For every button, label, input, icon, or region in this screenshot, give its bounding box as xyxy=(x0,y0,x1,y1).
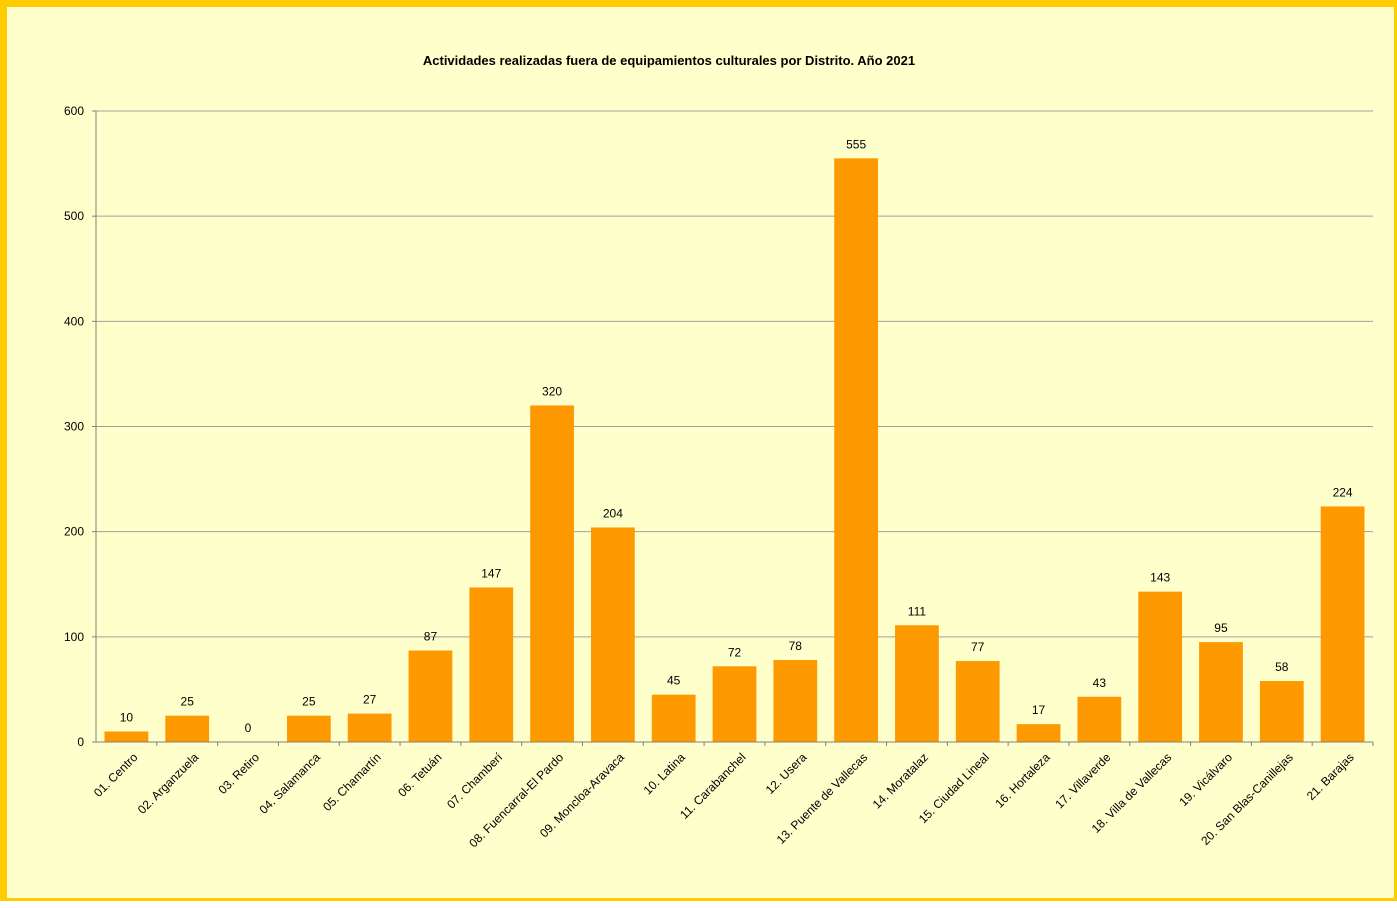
x-tick-label: 07. Chamberí xyxy=(444,750,506,812)
x-tick-label: 17. Villaverde xyxy=(1052,750,1113,811)
data-label: 72 xyxy=(728,645,742,659)
data-label: 224 xyxy=(1333,485,1353,499)
data-label: 58 xyxy=(1275,660,1289,674)
data-labels: 10 25 0 25 27 87 147 320 204 45 72 78 555 111 77 17 43 14… xyxy=(120,137,1353,735)
bar xyxy=(530,405,574,742)
data-label: 111 xyxy=(908,604,927,618)
bar xyxy=(773,659,818,742)
data-label: 0 xyxy=(245,721,252,735)
x-tick-label: 16. Hortaleza xyxy=(992,750,1053,811)
bar xyxy=(712,666,757,742)
x-tick-label: 04. Salamanca xyxy=(256,750,323,817)
bar xyxy=(1259,681,1304,742)
bar xyxy=(1199,642,1243,742)
bar xyxy=(104,731,149,742)
bar xyxy=(1320,506,1365,742)
x-tick-label: 01. Centro xyxy=(91,750,141,800)
x-tick-label: 03. Retiro xyxy=(215,750,262,797)
bar xyxy=(286,715,331,742)
data-label: 43 xyxy=(1093,676,1107,690)
data-label: 555 xyxy=(846,137,866,151)
data-label: 87 xyxy=(424,630,438,644)
bar xyxy=(834,158,879,742)
data-label: 45 xyxy=(667,674,681,688)
gridlines xyxy=(96,110,1373,638)
bar xyxy=(469,587,514,742)
y-tick-label: 100 xyxy=(64,630,84,644)
bar xyxy=(1077,696,1122,742)
data-label: 78 xyxy=(789,639,803,653)
y-tick-label: 400 xyxy=(64,314,84,328)
bar-chart: Actividades realizadas fuera de equipami… xyxy=(64,53,1374,850)
x-tick-label: 12. Usera xyxy=(763,750,810,797)
data-label: 27 xyxy=(363,693,377,707)
bar xyxy=(408,650,453,742)
x-tick-label: 14. Moratalaz xyxy=(870,750,931,811)
data-label: 10 xyxy=(120,710,134,724)
bar xyxy=(651,694,696,742)
bar xyxy=(590,527,635,742)
bar xyxy=(347,713,392,742)
y-tick-label: 200 xyxy=(64,525,84,539)
y-tick-label: 600 xyxy=(64,104,84,118)
data-label: 320 xyxy=(542,384,562,398)
data-label: 17 xyxy=(1032,703,1046,717)
data-label: 143 xyxy=(1150,571,1170,585)
y-axis: 0 100 200 300 400 500 600 xyxy=(64,104,97,749)
y-tick-label: 300 xyxy=(64,420,84,434)
data-label: 95 xyxy=(1214,621,1228,635)
x-tick-label: 10. Latina xyxy=(641,750,688,797)
chart-title: Actividades realizadas fuera de equipami… xyxy=(423,53,915,68)
x-tick-label: 06. Tetuán xyxy=(395,750,444,799)
bar xyxy=(165,715,210,742)
bar xyxy=(1138,591,1183,742)
bar xyxy=(955,661,1000,742)
x-tick-label: 11. Carabanchel xyxy=(677,750,749,822)
data-label: 77 xyxy=(971,640,985,654)
x-tick-label: 21. Barajas xyxy=(1304,750,1357,803)
data-label: 25 xyxy=(181,695,195,709)
x-tick-label: 05. Chamartín xyxy=(320,750,384,814)
data-label: 204 xyxy=(603,506,623,520)
y-tick-label: 0 xyxy=(77,735,84,749)
y-tick-label: 500 xyxy=(64,209,84,223)
data-label: 25 xyxy=(302,695,316,709)
data-label: 147 xyxy=(481,566,501,580)
bar xyxy=(1016,724,1061,742)
x-tick-label: 19. Vicálvaro xyxy=(1176,750,1235,809)
x-tick-label: 02. Arganzuela xyxy=(135,750,202,817)
bar xyxy=(895,625,939,742)
bars xyxy=(104,158,1365,742)
